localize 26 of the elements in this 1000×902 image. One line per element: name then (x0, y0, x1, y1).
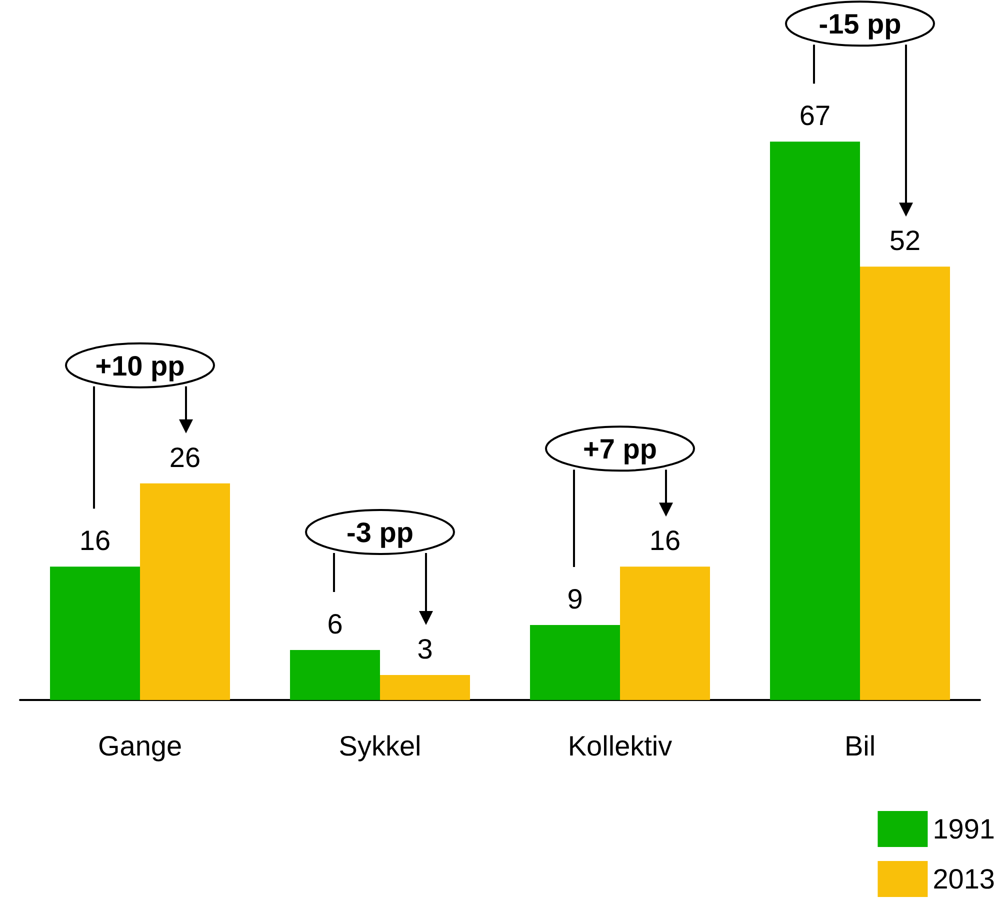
bar (860, 266, 950, 700)
data-label: 52 (889, 225, 921, 256)
bar (140, 483, 230, 700)
x-tick-label: Kollektiv (568, 730, 672, 762)
data-label: 3 (417, 634, 433, 664)
bar (530, 625, 620, 700)
text: -15 pp (818, 8, 902, 40)
data-label: 16 (79, 525, 111, 556)
legend-label: 2013 (932, 864, 996, 894)
legend-label: 1991 (932, 814, 996, 844)
data-label: 9 (567, 584, 583, 614)
data-label: 16 (649, 525, 681, 556)
x-tick-label: Gange (98, 730, 182, 762)
data-label: 26 (169, 442, 201, 473)
bar (380, 675, 470, 700)
data-label: 6 (327, 608, 343, 640)
data-label: 67 (799, 100, 831, 132)
bar (50, 566, 140, 700)
bar (290, 650, 380, 700)
bar (620, 566, 710, 700)
x-tick-label: Sykkel (338, 730, 422, 762)
annotation: +7 pp (583, 434, 657, 465)
annotation: -3 pp (346, 517, 414, 548)
bar (770, 142, 860, 700)
annotation: +10 pp (95, 350, 185, 382)
x-tick-label: Bil (844, 730, 876, 762)
